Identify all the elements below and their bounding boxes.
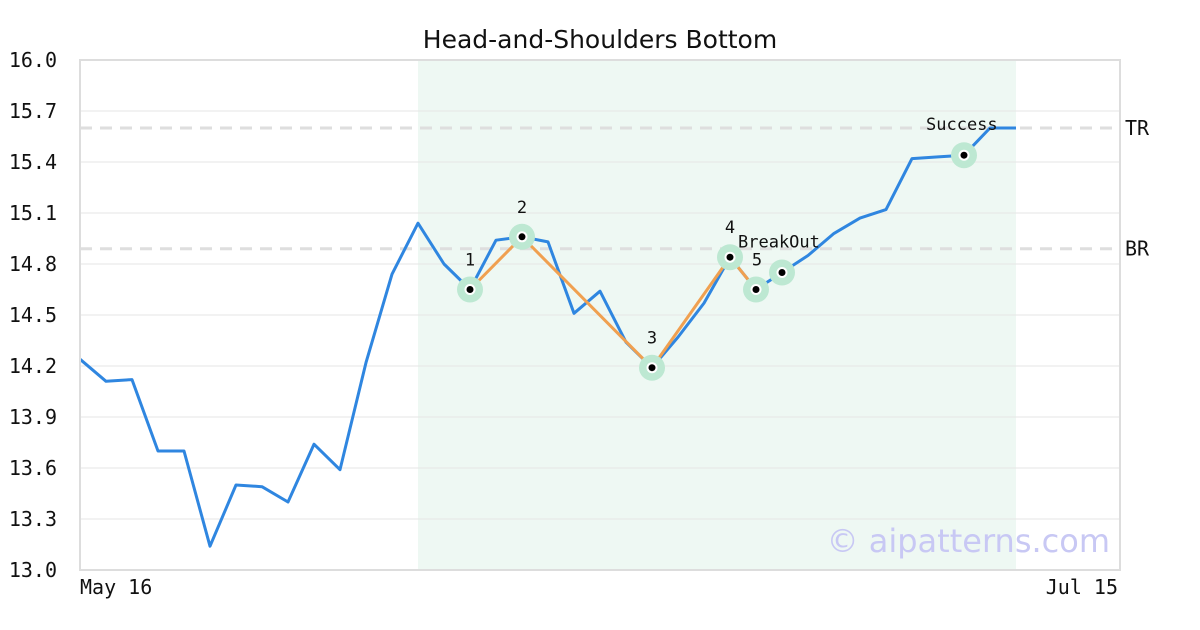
y-tick-label: 15.1 <box>9 201 57 225</box>
y-tick-label: 14.8 <box>9 252 57 276</box>
pattern-point-label-4: 4 <box>725 218 735 238</box>
watermark: © aipatterns.com <box>827 522 1110 560</box>
y-tick-label: 13.9 <box>9 405 57 429</box>
chart-title: Head-and-Shoulders Bottom <box>423 25 777 54</box>
pattern-point-label-5: 5 <box>752 251 762 271</box>
marker-breakout-dot <box>779 269 786 276</box>
y-axis-ticks: 13.0 13.3 13.6 13.9 14.2 14.5 14.8 15.1 15.4 15.7… <box>9 48 57 582</box>
marker-label-success: Success <box>926 115 998 135</box>
marker-success-dot <box>961 152 968 159</box>
level-label-br: BR <box>1125 237 1150 261</box>
pattern-point-3-dot <box>649 364 656 371</box>
pattern-point-5-dot <box>753 286 760 293</box>
pattern-point-1-dot <box>467 286 474 293</box>
y-tick-label: 14.2 <box>9 354 57 378</box>
marker-label-breakout: BreakOut <box>738 233 820 253</box>
level-label-tr: TR <box>1125 116 1150 140</box>
y-tick-label: 14.5 <box>9 303 57 327</box>
y-tick-label: 13.6 <box>9 456 57 480</box>
y-tick-label: 16.0 <box>9 48 57 72</box>
y-tick-label: 13.0 <box>9 558 57 582</box>
pattern-point-2-dot <box>519 233 526 240</box>
pattern-point-label-3: 3 <box>647 329 657 349</box>
pattern-point-label-1: 1 <box>465 251 475 271</box>
y-tick-label: 13.3 <box>9 507 57 531</box>
x-tick-start: May 16 <box>80 575 152 599</box>
y-tick-label: 15.7 <box>9 99 57 123</box>
pattern-point-4-dot <box>727 254 734 261</box>
x-tick-end: Jul 15 <box>1046 575 1118 599</box>
pattern-point-label-2: 2 <box>517 198 527 218</box>
y-tick-label: 15.4 <box>9 150 57 174</box>
